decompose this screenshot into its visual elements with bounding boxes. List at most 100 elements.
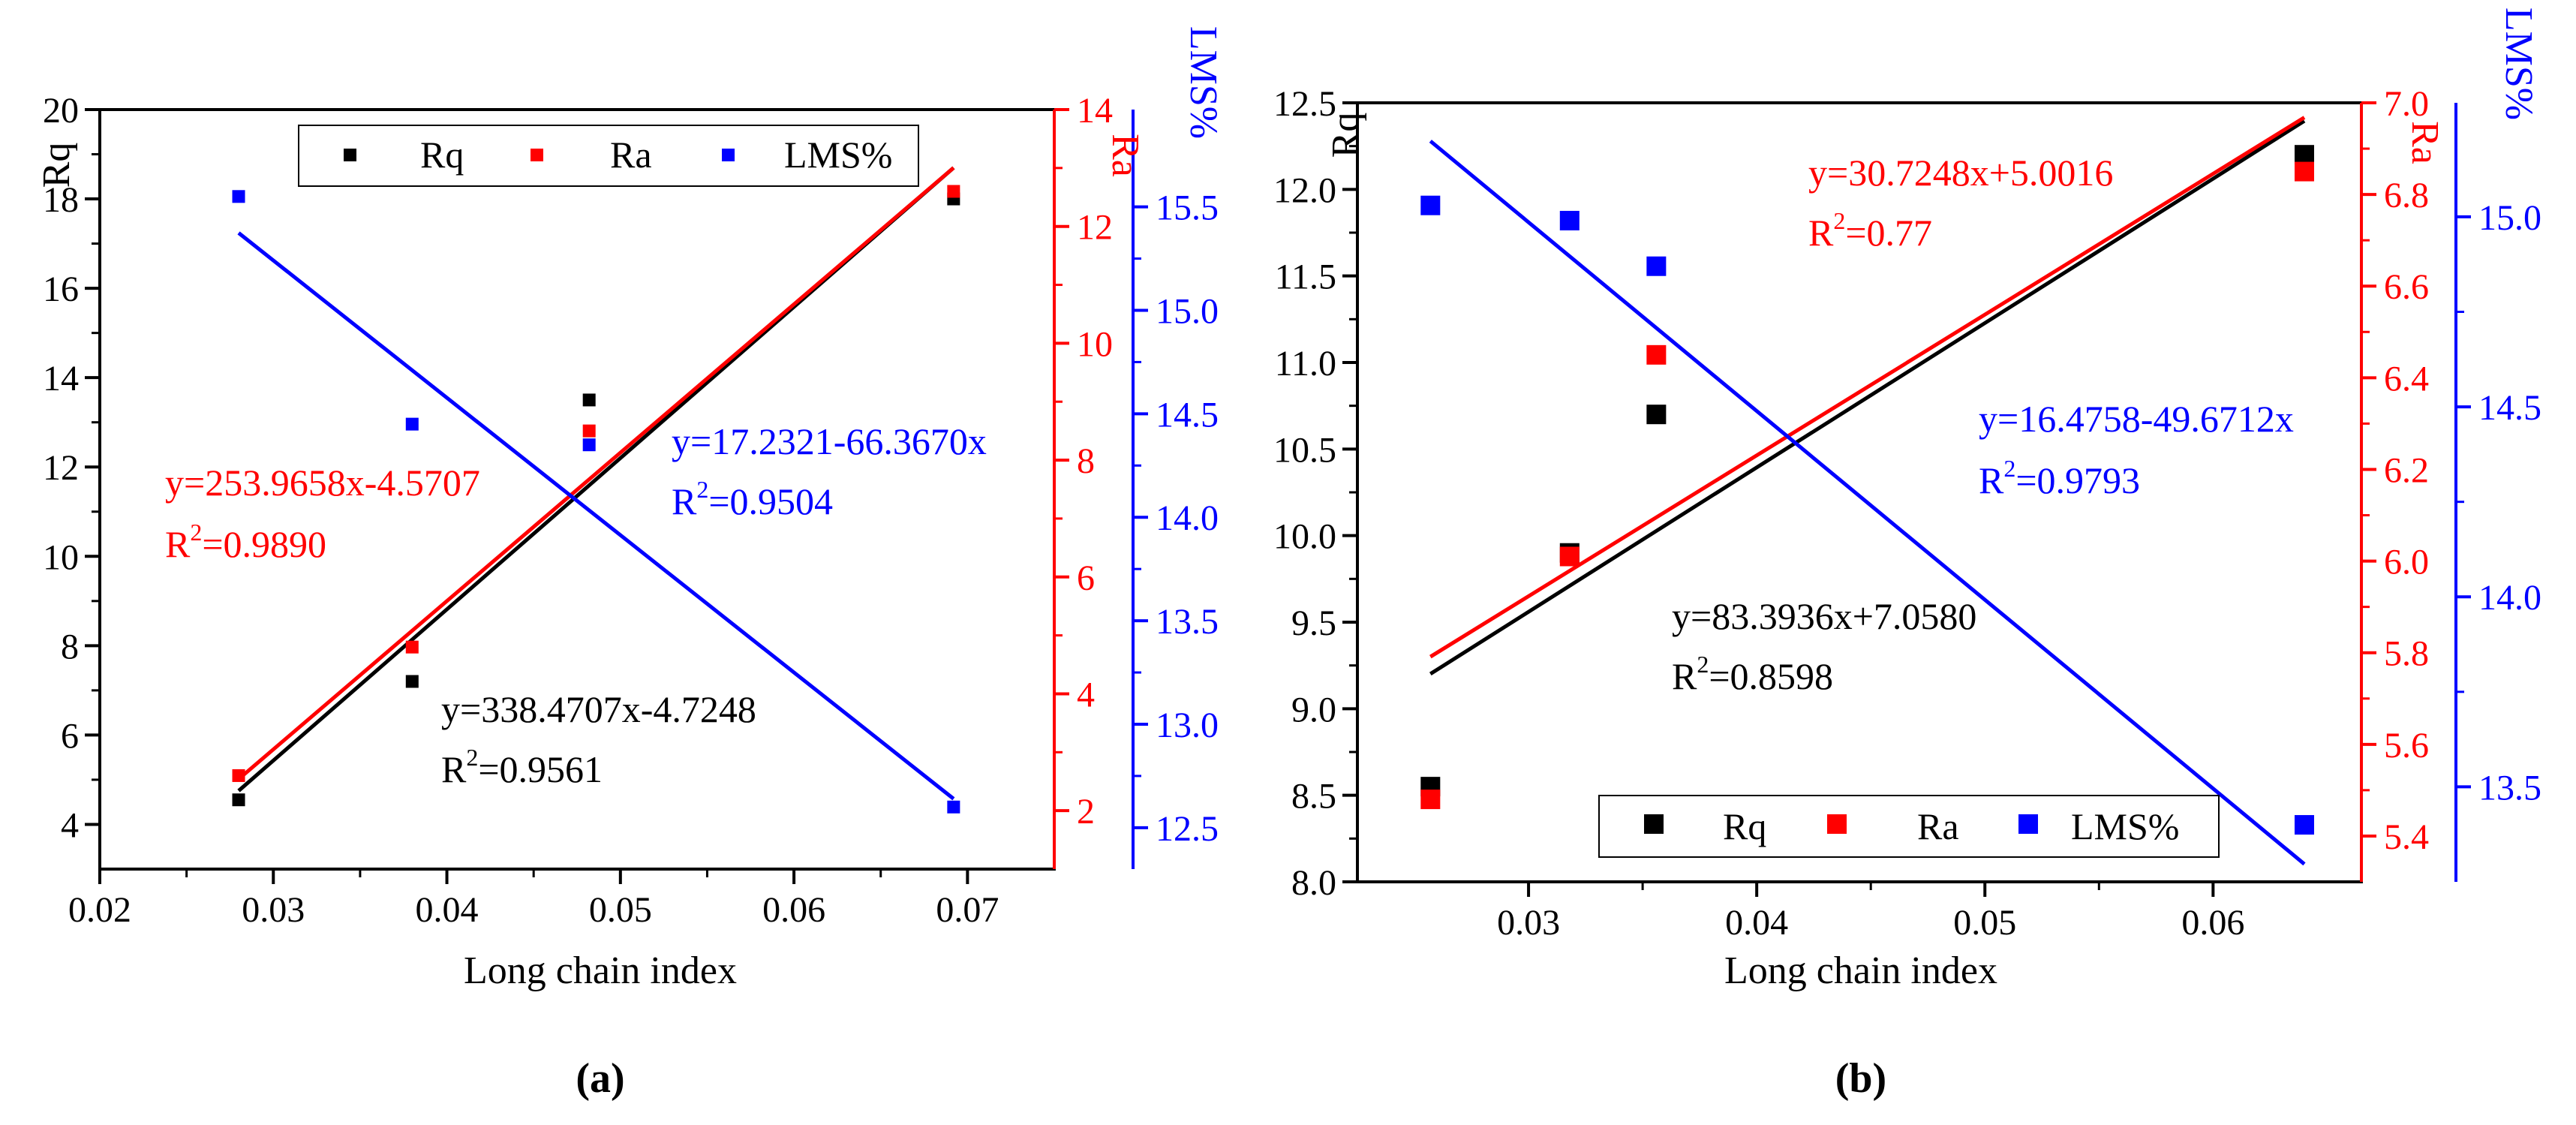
legend-label-lms: LMS% — [784, 134, 892, 176]
ra-y-tick-label: 6.2 — [2384, 450, 2429, 490]
x-axis-title-a: Long chain index — [464, 949, 737, 992]
r2-superscript: 2 — [2003, 455, 2015, 482]
r2-prefix: R — [165, 523, 191, 565]
r2-prefix: R — [1672, 655, 1697, 697]
legend-swatch-ra — [1827, 814, 1847, 834]
rq-y-tick-label: 8 — [61, 627, 79, 666]
r2-value: =0.9793 — [2015, 459, 2140, 501]
x-tick-label: 0.05 — [589, 890, 652, 930]
ra-data-point — [582, 424, 596, 438]
lms-data-point — [947, 800, 960, 814]
ra-data-point — [1420, 790, 1441, 810]
rq-data-point — [232, 793, 245, 807]
ra-fit-equation-a: y=253.9658x-4.5707 — [165, 462, 480, 504]
r2-value: =0.9504 — [708, 480, 833, 522]
rq-y-tick-label: 12.0 — [1273, 170, 1336, 210]
rq-y-tick-label: 12 — [43, 448, 79, 488]
ra-y-tick-label: 6.6 — [2384, 267, 2429, 307]
lms-data-point — [1420, 195, 1441, 215]
rq-y-tick-label: 10.0 — [1273, 517, 1336, 557]
legend-box — [1598, 795, 2220, 858]
lms-fit-r2-b: R2=0.9793 — [1979, 455, 2140, 501]
legend-swatch-rq — [1644, 814, 1664, 834]
lms-y-tick-label: 13.5 — [2478, 768, 2541, 808]
rq-y-tick-label: 8.5 — [1291, 777, 1336, 817]
major-ticks-b — [1342, 101, 2471, 897]
y-axis-title-rq-a: Rq — [35, 143, 78, 188]
r2-prefix: R — [672, 480, 697, 522]
lms-y-tick-label: 12.5 — [1156, 809, 1219, 849]
legend-box — [298, 125, 919, 187]
r2-superscript: 2 — [1697, 651, 1709, 678]
rq-y-tick-label: 4 — [61, 805, 79, 845]
rq-y-tick-label: 11.0 — [1275, 344, 1336, 384]
lms-data-point — [582, 438, 596, 452]
ra-fit-r2-a: R2=0.9890 — [165, 519, 326, 565]
r2-superscript: 2 — [466, 744, 478, 771]
fit-lines-b — [1429, 116, 2306, 866]
y-axis-title-lms-b: LMS% — [2497, 8, 2540, 120]
ra-fit-equation-b: y=30.7248x+5.0016 — [1808, 152, 2113, 194]
x-tick-label: 0.03 — [242, 890, 305, 930]
ra-data-point — [405, 640, 419, 654]
legend-label-ra: Ra — [1917, 805, 1959, 847]
rq-fit-r2-b: R2=0.8598 — [1672, 651, 1833, 697]
lms-y-tick-label: 14.5 — [1156, 395, 1219, 435]
ra-fit-line — [1429, 116, 2306, 659]
rq-fit-equation-b: y=83.3936x+7.0580 — [1672, 595, 1976, 637]
ra-y-tick-label: 5.6 — [2384, 726, 2429, 766]
rq-y-tick-label: 14 — [43, 359, 79, 399]
panel-label-b: (b) — [1835, 1055, 1886, 1102]
ra-y-tick-label: 6.4 — [2384, 359, 2429, 399]
y-axis-title-ra-a: Ra — [1104, 134, 1147, 177]
rq-y-tick-label: 10 — [43, 537, 79, 577]
ra-fit-line — [237, 166, 955, 781]
lms-y-tick-label: 13.5 — [1156, 602, 1219, 642]
lms-data-point — [1559, 210, 1580, 230]
ra-y-tick-label: 4 — [1077, 675, 1095, 714]
rq-y-tick-label: 8.0 — [1291, 863, 1336, 903]
legend-swatch-rq — [344, 149, 356, 161]
r2-value: =0.77 — [1845, 212, 1932, 254]
lms-y-tick-label: 13.0 — [1156, 705, 1219, 745]
rq-data-point — [1646, 405, 1667, 425]
ra-y-tick-label: 7.0 — [2384, 84, 2429, 124]
ra-y-tick-label: 6.0 — [2384, 543, 2429, 582]
x-tick-label: 0.07 — [936, 890, 999, 930]
lms-fit-equation-a: y=17.2321-66.3670x — [672, 420, 987, 462]
data-points-b — [1420, 145, 2314, 835]
ra-y-tick-label: 5.8 — [2384, 634, 2429, 674]
r2-prefix: R — [1808, 212, 1834, 254]
panel-a: 0.02 0.03 0.04 0.05 0.06 0.07 4 6 8 10 12 14 16 18 20 2… — [35, 26, 1225, 1102]
x-tick-label: 0.03 — [1497, 903, 1560, 943]
rq-y-tick-label: 20 — [43, 91, 79, 131]
ra-y-tick-label: 14 — [1077, 91, 1113, 131]
ra-data-point — [1559, 546, 1580, 567]
ra-y-tick-label: 10 — [1077, 324, 1113, 364]
lms-y-tick-label: 14.0 — [1156, 498, 1219, 538]
ra-y-tick-label: 12 — [1077, 208, 1113, 248]
x-tick-label: 0.05 — [1953, 903, 2016, 943]
rq-fit-r2-a: R2=0.9561 — [441, 744, 603, 790]
rq-y-tick-label: 11.5 — [1275, 257, 1336, 297]
ra-fit-r2-b: R2=0.77 — [1808, 207, 1932, 254]
ra-data-point — [232, 769, 245, 782]
legend-label-ra: Ra — [610, 134, 652, 176]
rq-y-tick-label: 9.5 — [1291, 603, 1336, 643]
ra-data-point — [1646, 344, 1667, 365]
ra-y-tick-label: 6.8 — [2384, 176, 2429, 215]
x-tick-label: 0.04 — [416, 890, 479, 930]
rq-fit-equation-a: y=338.4707x-4.7248 — [441, 688, 756, 730]
r2-superscript: 2 — [190, 519, 202, 546]
legend-label-rq: Rq — [420, 134, 464, 176]
r2-value: =0.9890 — [202, 523, 326, 565]
x-tick-label: 0.04 — [1725, 903, 1788, 943]
ra-y-tick-label: 5.4 — [2384, 817, 2429, 857]
panel-b: 0.03 0.04 0.05 0.06 8.0 8.5 9.0 9.5 10.0 10.5 11.0… — [1273, 8, 2541, 1102]
lms-fit-equation-b: y=16.4758-49.6712x — [1979, 398, 2294, 440]
y-axis-title-rq-b: Rq — [1324, 113, 1367, 158]
r2-prefix: R — [441, 748, 467, 790]
legend-swatch-ra — [531, 149, 543, 161]
lms-y-tick-label: 14.0 — [2478, 578, 2541, 618]
